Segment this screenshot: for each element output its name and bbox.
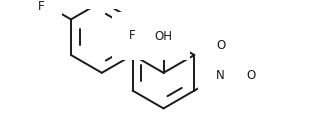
Text: F: F <box>129 29 136 42</box>
Text: O: O <box>216 39 225 52</box>
Text: N: N <box>216 69 225 82</box>
Text: OH: OH <box>154 30 173 43</box>
Text: F: F <box>38 0 44 13</box>
Text: O: O <box>246 69 255 82</box>
